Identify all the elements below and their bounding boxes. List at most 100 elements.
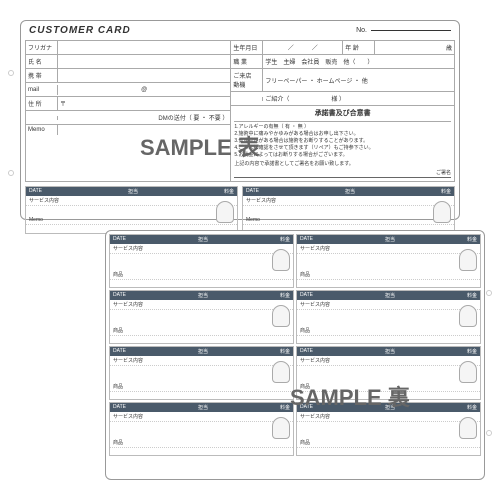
service-box[interactable]: DATE 担当 料金 サービス内容 商品 xyxy=(109,290,294,344)
memo-label: Memo xyxy=(243,216,454,225)
consent-line: 上記の内容で承諾書としてご署名をお願い致します。 xyxy=(234,161,451,168)
birth-field[interactable]: ／ ／ xyxy=(263,41,343,54)
age-label: 年 齢 xyxy=(343,41,375,54)
content-label: サービス内容 xyxy=(110,300,293,310)
date-label: DATE xyxy=(300,292,313,299)
product-label: 商品 xyxy=(110,438,293,448)
charge-label: 担当 xyxy=(345,188,355,195)
charge-label: 担当 xyxy=(198,404,208,411)
service-grid: DATE担当料金 サービス内容 商品 DATE担当料金 サービス内容 商品 DA… xyxy=(106,231,484,459)
mail-label: mail xyxy=(26,85,58,95)
charge-label: 担当 xyxy=(385,348,395,355)
consent-line: 3.健康問題がある場合は施術をお断りすることがあります。 xyxy=(234,138,451,145)
charge-label: 担当 xyxy=(128,188,138,195)
memo-label: Memo xyxy=(26,125,58,135)
service-box[interactable]: DATE担当料金 サービス内容 商品 xyxy=(296,234,481,288)
consent-line: 4.ご本人様確認をさせて頂きます（リペア）もご持参下さい。 xyxy=(234,145,451,152)
service-box[interactable]: DATE担当料金 サービス内容 商品 xyxy=(296,290,481,344)
job-label: 職 業 xyxy=(231,55,263,68)
product-label: 商品 xyxy=(110,326,293,336)
content-label: サービス内容 xyxy=(297,356,480,366)
name-label: 氏 名 xyxy=(26,55,58,68)
job-field[interactable]: 学生 主婦 会社員 販売 他（ ） xyxy=(263,55,454,68)
product-label: 商品 xyxy=(297,382,480,392)
product-label: 商品 xyxy=(110,382,293,392)
mail-field[interactable]: @ xyxy=(58,85,230,95)
address-field[interactable]: 〒 xyxy=(58,97,230,110)
date-label: DATE xyxy=(246,188,259,195)
content-label: サービス内容 xyxy=(110,356,293,366)
content-label: サービス内容 xyxy=(110,412,293,422)
service-box[interactable]: DATE担当料金 サービス内容 商品 xyxy=(296,402,481,456)
fee-label: 料金 xyxy=(280,348,290,355)
birth-label: 生年月日 xyxy=(231,41,263,54)
charge-label: 担当 xyxy=(385,236,395,243)
nail-icon xyxy=(272,249,290,271)
nail-icon xyxy=(459,361,477,383)
fee-label: 料金 xyxy=(280,404,290,411)
nail-icon xyxy=(272,361,290,383)
header: CUSTOMER CARD No. xyxy=(21,21,459,40)
date-label: DATE xyxy=(113,292,126,299)
content-label: サービス内容 xyxy=(297,300,480,310)
source-field[interactable]: フリーペーパー ・ ホームページ ・ 他 xyxy=(263,74,454,87)
punch-hole xyxy=(486,290,492,296)
source-label: ご来店 動機 xyxy=(231,69,263,91)
fee-label: 料金 xyxy=(467,292,477,299)
nail-icon xyxy=(272,417,290,439)
content-label: サービス内容 xyxy=(243,196,454,206)
memo-label: Memo xyxy=(26,216,237,225)
product-label: 商品 xyxy=(297,438,480,448)
dm-field[interactable]: DMの送付（ 要 ・ 不要 ） xyxy=(58,111,230,124)
service-box[interactable]: DATE担当料金 サービス内容 Memo xyxy=(25,186,238,234)
punch-hole xyxy=(486,430,492,436)
consent-title: 承諾書及び合意書 xyxy=(234,109,451,122)
fee-label: 料金 xyxy=(467,348,477,355)
nail-icon xyxy=(433,201,451,223)
fee-label: 料金 xyxy=(441,188,451,195)
date-label: DATE xyxy=(29,188,42,195)
fee-label: 料金 xyxy=(280,236,290,243)
fee-label: 料金 xyxy=(467,236,477,243)
content-label: サービス内容 xyxy=(297,412,480,422)
service-box[interactable]: DATE 担当 料金 サービス内容 Memo xyxy=(242,186,455,234)
service-box[interactable]: DATE担当料金 サービス内容 商品 xyxy=(109,346,294,400)
consent-line: 5.お代金によってはお断りする場合がございます。 xyxy=(234,152,451,159)
main-grid: フリガナ 氏 名 携 帯 mail@ 住 所〒 DMの送付（ 要 ・ 不要 ） … xyxy=(21,40,459,182)
customer-card-front: CUSTOMER CARD No. フリガナ 氏 名 携 帯 mail@ 住 所… xyxy=(20,20,460,220)
fee-label: 料金 xyxy=(224,188,234,195)
furigana-field[interactable] xyxy=(58,46,230,50)
nail-icon xyxy=(216,201,234,223)
product-label: 商品 xyxy=(297,270,480,280)
date-label: DATE xyxy=(300,404,313,411)
charge-label: 担当 xyxy=(198,348,208,355)
signature-label: ご署名 xyxy=(234,170,451,178)
consent-line: 2.施術中に痛みやかゆみがある場合はお申し出下さい。 xyxy=(234,131,451,138)
furigana-label: フリガナ xyxy=(26,41,58,54)
date-label: DATE xyxy=(300,236,313,243)
card-title: CUSTOMER CARD xyxy=(29,25,131,36)
memo-field[interactable] xyxy=(58,125,230,129)
no-field[interactable] xyxy=(371,30,451,31)
punch-hole xyxy=(8,70,14,76)
referral-spacer xyxy=(231,97,263,101)
consent-box: 承諾書及び合意書 1.アレルギーの有無（ 有 ・ 無 ） 2.施術中に痛みやかゆ… xyxy=(231,106,454,181)
date-label: DATE xyxy=(113,404,126,411)
referral-field[interactable]: ご紹介（ 様 ） xyxy=(263,92,454,105)
charge-label: 担当 xyxy=(198,292,208,299)
nail-icon xyxy=(459,249,477,271)
right-column: 生年月日 ／ ／ 年 齢 歳 職 業学生 主婦 会社員 販売 他（ ） ご来店 … xyxy=(231,40,455,182)
fee-label: 料金 xyxy=(280,292,290,299)
spacer-label xyxy=(26,116,58,120)
phone-field[interactable] xyxy=(58,74,230,78)
service-box[interactable]: DATE担当料金 サービス内容 商品 xyxy=(109,234,294,288)
nail-icon xyxy=(459,305,477,327)
nail-icon xyxy=(272,305,290,327)
name-field[interactable] xyxy=(58,60,230,64)
age-field[interactable]: 歳 xyxy=(375,41,454,54)
service-box[interactable]: DATE担当料金 サービス内容 商品 xyxy=(296,346,481,400)
product-label: 商品 xyxy=(297,326,480,336)
no-label: No. xyxy=(356,27,367,34)
service-box[interactable]: DATE 担当 料金 サービス内容 商品 xyxy=(109,402,294,456)
date-label: DATE xyxy=(113,236,126,243)
